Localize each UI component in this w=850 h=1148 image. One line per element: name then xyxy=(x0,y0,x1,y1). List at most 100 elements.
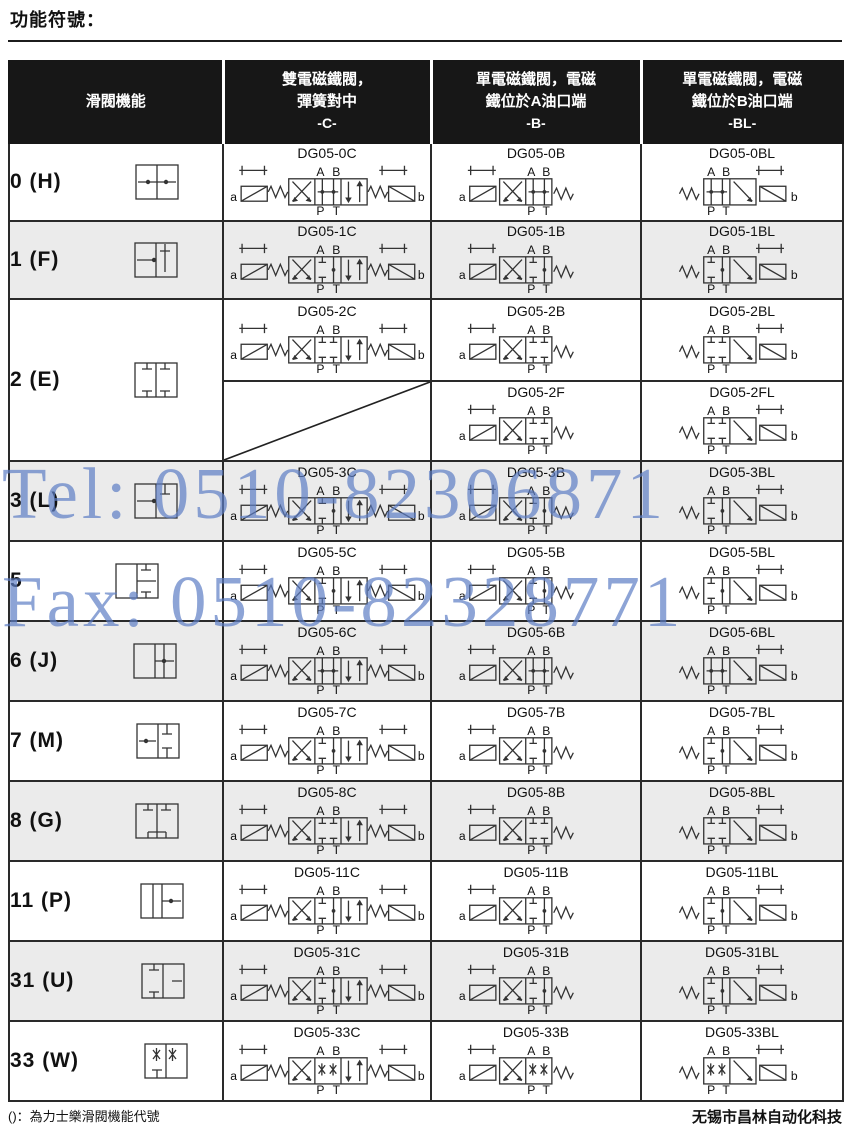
svg-text:A: A xyxy=(707,323,716,337)
svg-text:b: b xyxy=(791,589,798,603)
model-code: DG05-6B xyxy=(506,623,566,640)
valve-cell-DG05-5BL: DG05-5BL b A B P T xyxy=(640,540,844,622)
model-code: DG05-1C xyxy=(297,222,357,239)
company-name: 无锡市昌林自动化科技 xyxy=(691,1109,842,1126)
svg-text:A: A xyxy=(527,644,536,658)
valve-symbol-DG05-3B: a A B P T xyxy=(459,484,574,537)
valve-cell-DG05-31C: DG05-31C a b A B P T xyxy=(222,940,432,1022)
valve-symbol-DG05-7C: a b A B P T xyxy=(230,724,425,777)
table-row-0H: 0 (H) DG05-0C a b A B P T DG05-0B a A B P T DG05-0BL b A… xyxy=(8,142,844,222)
svg-text:A: A xyxy=(707,724,716,738)
valve-symbol-DG05-7B: a A B P T xyxy=(459,724,574,777)
svg-text:b: b xyxy=(791,268,798,282)
valve-symbol-DG05-2B: a A B P T xyxy=(459,323,574,376)
model-code: DG05-6BL xyxy=(708,623,776,640)
valve-cell-DG05-8C: DG05-8C a b A B P T xyxy=(222,780,432,862)
svg-text:T: T xyxy=(543,763,551,777)
svg-text:B: B xyxy=(722,484,730,498)
svg-text:P: P xyxy=(316,1003,324,1017)
svg-text:T: T xyxy=(722,443,730,457)
svg-text:T: T xyxy=(333,362,341,376)
function-label: 11 (P) xyxy=(10,889,73,912)
svg-text:A: A xyxy=(707,564,716,578)
valve-cell-DG05-8B: DG05-8B a A B P T xyxy=(430,780,642,862)
svg-text:T: T xyxy=(333,204,341,218)
svg-text:T: T xyxy=(543,1003,551,1017)
svg-text:a: a xyxy=(459,829,466,843)
valve-cell-DG05-33BL: DG05-33BL b A B P T xyxy=(640,1020,844,1102)
valve-cell-DG05-3B: DG05-3B a A B P T xyxy=(430,460,642,542)
function-label: 33 (W) xyxy=(10,1049,79,1072)
function-cell: 2 (E) xyxy=(8,298,224,462)
svg-text:B: B xyxy=(542,964,550,978)
svg-text:A: A xyxy=(707,644,716,658)
header-double-solenoid-c: 雙電磁鐵閥， 彈簧對中 -C- xyxy=(221,60,432,144)
valve-cell-DG05-1BL: DG05-1BL b A B P T xyxy=(640,220,844,300)
table-row-11P: 11 (P) DG05-11C a b A B P T DG05-11B a A B P T DG05-11… xyxy=(8,860,844,942)
valve-cell-DG05-1B: DG05-1B a A B P T xyxy=(430,220,642,300)
svg-text:T: T xyxy=(543,523,551,537)
svg-text:a: a xyxy=(230,909,237,923)
valve-symbol-DG05-11B: a A B P T xyxy=(459,884,574,937)
function-cell: 7 (M) xyxy=(8,700,224,782)
svg-text:b: b xyxy=(418,509,425,523)
svg-text:B: B xyxy=(722,644,730,658)
svg-text:B: B xyxy=(722,964,730,978)
valve-symbol-DG05-5B: a A B P T xyxy=(459,564,574,617)
svg-text:P: P xyxy=(707,523,715,537)
valve-cell-DG05-2F: DG05-2F a A B P T xyxy=(430,380,642,462)
svg-text:P: P xyxy=(527,204,535,218)
valve-symbol-DG05-1C: a b A B P T xyxy=(230,243,425,296)
valve-cell-DG05-33B: DG05-33B a A B P T xyxy=(430,1020,642,1102)
function-label: 1 (F) xyxy=(10,248,60,271)
valve-cell-DG05-7B: DG05-7B a A B P T xyxy=(430,700,642,782)
valve-symbol-DG05-2C: a b A B P T xyxy=(230,323,425,376)
svg-text:b: b xyxy=(791,348,798,362)
svg-text:P: P xyxy=(316,362,324,376)
svg-text:T: T xyxy=(722,683,730,697)
header-row: 滑閥機能 雙電磁鐵閥， 彈簧對中 -C- 單電磁鐵閥，電磁 鐵位於A油口端 -B… xyxy=(8,60,844,144)
valve-symbol-DG05-8B: a A B P T xyxy=(459,804,574,857)
function-cell: 11 (P) xyxy=(8,860,224,942)
svg-text:P: P xyxy=(527,362,535,376)
svg-text:B: B xyxy=(542,804,550,818)
svg-text:A: A xyxy=(707,804,716,818)
svg-text:B: B xyxy=(722,165,730,179)
model-code: DG05-33BL xyxy=(705,1023,779,1040)
valve-cell-DG05-33C: DG05-33C a b A B P T xyxy=(222,1020,432,1102)
model-code: DG05-33B xyxy=(502,1023,570,1040)
svg-text:a: a xyxy=(230,989,237,1003)
svg-text:P: P xyxy=(707,763,715,777)
svg-text:a: a xyxy=(230,190,237,204)
model-code: DG05-3C xyxy=(297,463,357,480)
valve-cell-DG05-11C: DG05-11C a b A B P T xyxy=(222,860,432,942)
svg-text:P: P xyxy=(707,443,715,457)
svg-text:B: B xyxy=(332,804,340,818)
title-divider xyxy=(8,40,842,42)
model-code: DG05-1B xyxy=(506,222,566,239)
table-row-1F: 1 (F) DG05-1C a b A B P T DG05-1B a A B P T DG05-1BL b A… xyxy=(8,220,844,300)
svg-text:b: b xyxy=(418,190,425,204)
function-label: 7 (M) xyxy=(10,729,64,752)
valve-symbol-DG05-0BL: b A B P T xyxy=(678,165,798,218)
table-row-5: 5 DG05-5C a b A B P T DG05-5B a A B P T DG05-5BL b A B P T xyxy=(8,540,844,622)
valve-symbol-DG05-33B: a A B P T xyxy=(459,1044,574,1097)
svg-text:B: B xyxy=(332,644,340,658)
spool-symbol-l xyxy=(134,483,178,519)
valve-symbol-DG05-2F: a A B P T xyxy=(459,404,574,457)
svg-text:A: A xyxy=(527,323,536,337)
svg-text:T: T xyxy=(722,843,730,857)
table-row-2E-alt: DG05-2F a A B P T DG05-2FL b A B P T xyxy=(9,380,844,462)
valve-symbol-DG05-1BL: b A B P T xyxy=(678,243,798,296)
svg-text:T: T xyxy=(722,523,730,537)
svg-text:B: B xyxy=(722,564,730,578)
model-code: DG05-31BL xyxy=(705,943,779,960)
svg-text:A: A xyxy=(527,165,536,179)
function-label: 8 (G) xyxy=(10,809,63,832)
model-code: DG05-1BL xyxy=(708,222,776,239)
valve-symbol-DG05-33C: a b A B P T xyxy=(230,1044,425,1097)
model-code: DG05-2B xyxy=(506,302,566,319)
svg-text:P: P xyxy=(527,923,535,937)
model-code: DG05-2FL xyxy=(709,383,775,400)
svg-text:A: A xyxy=(316,564,325,578)
